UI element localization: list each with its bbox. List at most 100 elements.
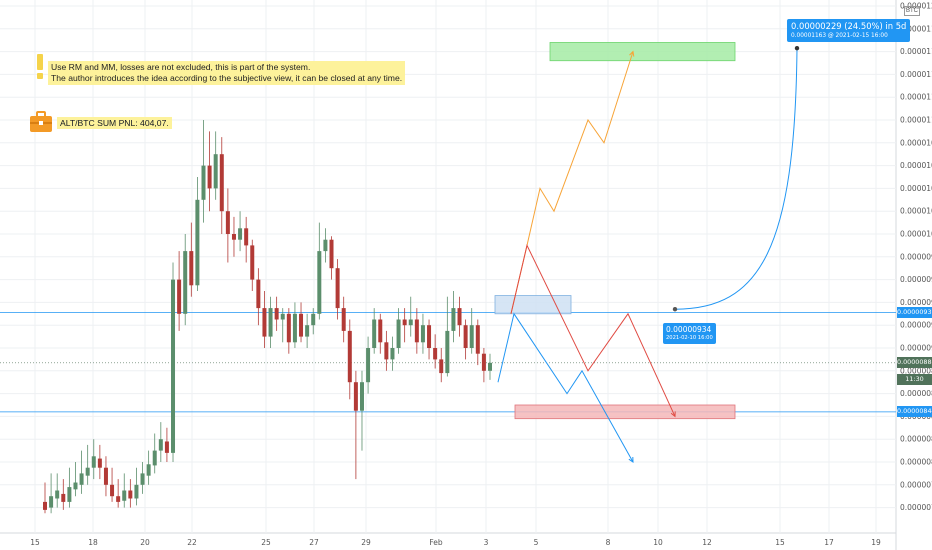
bearish-path [497, 312, 634, 463]
candle-body [366, 348, 371, 383]
price-tick-label: 0.00001160 [900, 47, 932, 56]
candle-body [463, 325, 468, 348]
bullish-path [510, 51, 634, 314]
candle-body [73, 482, 78, 490]
target-zone [549, 42, 736, 62]
candle-body [317, 251, 322, 314]
price-tick-label: 0.00001000 [900, 230, 932, 239]
candle-body [384, 342, 389, 360]
time-axis[interactable]: 15 18 20 22 25 27 29 Feb 3 5 8 10 12 15 17 19 [30, 538, 881, 547]
entry-tooltip[interactable]: 0.00000934 2021-02-10 16:00 [663, 323, 716, 344]
candlesticks [43, 120, 492, 514]
bullish-path-arrowhead [629, 50, 635, 57]
candle-body [414, 319, 419, 343]
candle-body [103, 467, 108, 485]
time-tick-label: 22 [187, 538, 197, 547]
candle-body [110, 484, 115, 497]
price-tick-label: 0.00000920 [900, 321, 932, 330]
zones[interactable] [494, 42, 736, 420]
candle-body [231, 234, 236, 240]
price-label-upper-line: 0.00000931 [897, 307, 932, 319]
candle-body [378, 319, 383, 343]
candle-body [207, 165, 212, 189]
candle-body [347, 330, 352, 383]
neutral-path [510, 243, 676, 417]
candle-body [353, 382, 358, 411]
pnl-label[interactable]: ALT/BTC SUM PNL: 404,07. [57, 117, 172, 129]
candle-body [43, 501, 47, 510]
stop-zone [514, 404, 736, 420]
candle-body [256, 279, 261, 309]
time-tick-label: 27 [309, 538, 319, 547]
risk-note-line-1: Use RM and MM, losses are not excluded, … [51, 62, 311, 72]
candle-body [311, 313, 316, 326]
time-tick-label: 19 [871, 538, 881, 547]
price-tick-label: 0.00001060 [900, 161, 932, 170]
candle-body [280, 313, 285, 320]
candle-body [158, 439, 163, 451]
candle-body [85, 467, 90, 476]
candle-body [427, 325, 432, 348]
candle-body [244, 228, 249, 246]
time-tick-label: 10 [653, 538, 663, 547]
scenario-paths[interactable] [497, 50, 676, 463]
projection-start-point [672, 307, 678, 312]
candle-body [116, 496, 121, 502]
candle-body [250, 245, 255, 280]
candle-body [213, 154, 218, 189]
candle-body [469, 325, 474, 348]
candle-body [171, 279, 176, 453]
projection-curve[interactable] [672, 45, 800, 312]
candle-body [420, 325, 425, 343]
entry-tooltip-price: 0.00000934 [666, 325, 712, 334]
candle-body [292, 313, 297, 343]
candle-body [335, 268, 340, 309]
time-tick-label: 3 [484, 538, 489, 547]
price-tick-label: 0.00000900 [900, 344, 932, 353]
candle-body [79, 473, 84, 485]
candle-body [122, 490, 127, 501]
price-tick-label: 0.00000940 [900, 298, 932, 307]
candle-body [268, 308, 273, 337]
candle-body [329, 239, 334, 269]
time-tick-label: 8 [606, 538, 611, 547]
price-tick-label: 0.00000960 [900, 275, 932, 284]
time-tick-label: 5 [534, 538, 539, 547]
candle-body [396, 319, 401, 348]
candle-body [55, 490, 60, 499]
target-tooltip-change: 0.00000229 (24.50%) in 5d [791, 21, 907, 31]
price-tick-label: 0.00000780 [900, 480, 932, 489]
price-tick-label: 0.00000860 [900, 389, 932, 398]
price-tick-label: 0.00001140 [900, 70, 932, 79]
candle-body [49, 496, 54, 508]
projection-end-point [794, 45, 800, 51]
candle-body [61, 493, 66, 502]
candle-body [219, 154, 224, 212]
pair-badge: BTC [904, 6, 920, 16]
candle-body [146, 464, 151, 476]
price-tick-label: 0.00001180 [900, 24, 932, 33]
risk-note[interactable]: Use RM and MM, losses are not excluded, … [48, 61, 406, 85]
candle-body [408, 319, 413, 326]
candle-body [323, 239, 328, 252]
candle-body [183, 251, 188, 314]
price-tick-label: 0.00001080 [900, 138, 932, 147]
price-tick-label: 0.00000880 [900, 366, 932, 375]
time-tick-label: 12 [702, 538, 712, 547]
entry-zone [494, 295, 572, 315]
projection-path [674, 48, 798, 310]
candle-body [433, 348, 438, 360]
candle-body [225, 211, 230, 234]
price-tick-label: 0.00000980 [900, 252, 932, 261]
bearish-path-arrowhead [628, 456, 634, 463]
price-label-countdown: 11:30 [897, 373, 932, 385]
price-axis[interactable]: 0.000012000.000011800.000011600.00001140… [900, 2, 932, 513]
candle-body [359, 382, 364, 411]
price-tick-label: 0.00000800 [900, 458, 932, 467]
target-tooltip[interactable]: 0.00000229 (24.50%) in 5d 0.00001163 @ 2… [787, 19, 911, 42]
candle-body [451, 308, 456, 331]
candle-body [488, 362, 492, 371]
candle-body [97, 458, 102, 468]
time-tick-label: 18 [88, 538, 98, 547]
neutral-path-arrowhead [670, 411, 676, 418]
